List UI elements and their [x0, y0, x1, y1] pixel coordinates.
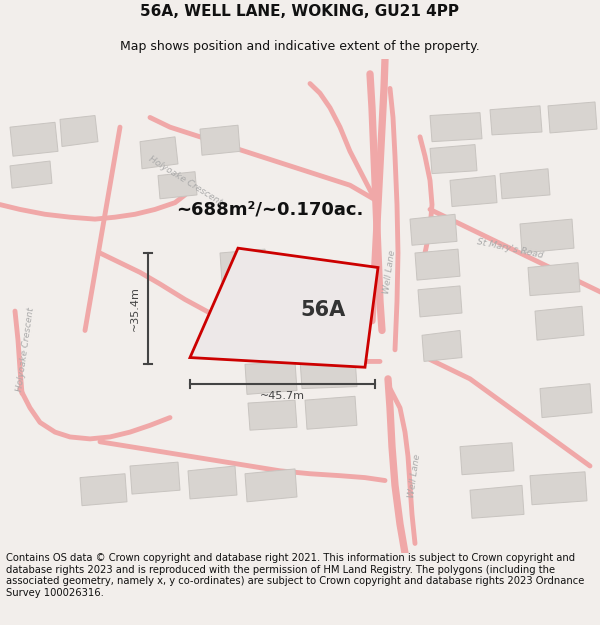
Polygon shape	[460, 442, 514, 475]
Text: Contains OS data © Crown copyright and database right 2021. This information is : Contains OS data © Crown copyright and d…	[6, 553, 584, 598]
Polygon shape	[245, 469, 297, 502]
Polygon shape	[530, 472, 587, 505]
Polygon shape	[300, 357, 357, 389]
Polygon shape	[188, 466, 237, 499]
Polygon shape	[190, 248, 378, 368]
Polygon shape	[500, 169, 550, 199]
Polygon shape	[528, 262, 580, 296]
Polygon shape	[520, 219, 574, 253]
Text: St Mary's Road: St Mary's Road	[476, 237, 544, 259]
Text: ~45.7m: ~45.7m	[260, 391, 305, 401]
Text: ~688m²/~0.170ac.: ~688m²/~0.170ac.	[176, 201, 364, 218]
Polygon shape	[548, 102, 597, 133]
Polygon shape	[200, 125, 240, 155]
Text: Holyoake Crescent: Holyoake Crescent	[14, 308, 35, 392]
Polygon shape	[418, 286, 462, 317]
Polygon shape	[60, 116, 98, 146]
Polygon shape	[248, 317, 292, 348]
Text: Well Lane: Well Lane	[382, 250, 398, 295]
Polygon shape	[535, 306, 584, 340]
Polygon shape	[140, 137, 178, 169]
Polygon shape	[305, 396, 357, 429]
Polygon shape	[158, 172, 197, 199]
Polygon shape	[10, 122, 58, 156]
Polygon shape	[220, 249, 267, 282]
Polygon shape	[490, 106, 542, 135]
Polygon shape	[430, 112, 482, 142]
Polygon shape	[130, 462, 180, 494]
Polygon shape	[422, 331, 462, 361]
Text: Map shows position and indicative extent of the property.: Map shows position and indicative extent…	[120, 40, 480, 52]
Text: Holyoake Crescent: Holyoake Crescent	[146, 154, 223, 207]
Polygon shape	[470, 486, 524, 518]
Text: 56A, WELL LANE, WOKING, GU21 4PP: 56A, WELL LANE, WOKING, GU21 4PP	[140, 4, 460, 19]
Polygon shape	[430, 144, 477, 174]
Polygon shape	[235, 286, 280, 315]
Polygon shape	[410, 214, 457, 245]
Polygon shape	[245, 361, 297, 394]
Text: 56A: 56A	[300, 300, 346, 320]
Polygon shape	[80, 474, 127, 506]
Text: ~35.4m: ~35.4m	[130, 286, 140, 331]
Polygon shape	[248, 400, 297, 430]
Polygon shape	[415, 249, 460, 280]
Polygon shape	[540, 384, 592, 418]
Polygon shape	[10, 161, 52, 188]
Polygon shape	[450, 176, 497, 206]
Text: Well Lane: Well Lane	[407, 453, 422, 498]
